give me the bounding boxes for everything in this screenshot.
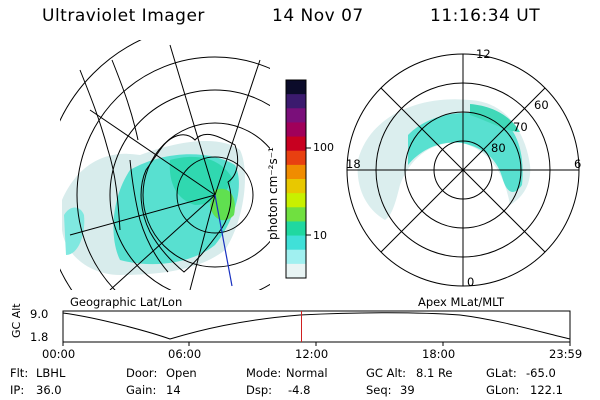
- altitude-curve: [62, 312, 571, 340]
- mode-value: Normal: [286, 366, 328, 380]
- colorbar-stop: [286, 193, 306, 208]
- altitude-ytick-bottom: 1.8: [30, 330, 49, 344]
- lon-grid: [69, 44, 261, 290]
- colorbar-stop: [286, 94, 306, 109]
- colorbar-stop: [286, 207, 306, 222]
- mlt-0-label: 0: [467, 275, 475, 289]
- xtick-0000: 00:00: [42, 347, 76, 361]
- colorbar-unit-label: photon cm⁻²s⁻¹: [266, 147, 280, 240]
- lat-grid: [60, 40, 270, 290]
- flt-label: Flt:: [10, 366, 29, 380]
- altitude-plot-frame: [62, 310, 571, 343]
- colorbar-stop: [286, 108, 306, 123]
- time-label: 11:16:34 UT: [430, 6, 541, 26]
- colorbar-stop: [286, 179, 306, 194]
- aurora-oval: [408, 112, 523, 192]
- mlat-60-label: 60: [534, 98, 549, 112]
- glat-value: -65.0: [526, 366, 556, 380]
- colorbar-stop: [286, 249, 306, 265]
- glon-label: GLon:: [486, 383, 520, 397]
- geographic-map: [60, 40, 270, 290]
- xtick-2359: 23:59: [549, 347, 583, 361]
- colorbar-tick-10: 10: [313, 229, 327, 242]
- glat-label: GLat:: [486, 366, 517, 380]
- date-label: 14 Nov 07: [272, 6, 364, 26]
- xtick-1200: 12:00: [295, 347, 329, 361]
- door-label: Door:: [126, 366, 158, 380]
- apex-polar-plot: [346, 53, 580, 287]
- satellite-track-line: [214, 194, 233, 287]
- altitude-ytick-top: 9.0: [30, 307, 49, 321]
- gain-label: Gain:: [126, 383, 157, 397]
- dsp-value: -4.8: [288, 383, 311, 397]
- gcalt-label: GC Alt:: [366, 366, 407, 380]
- xtick-1800: 18:00: [422, 347, 456, 361]
- ip-value: 36.0: [36, 383, 62, 397]
- seq-label: Seq:: [366, 383, 392, 397]
- seq-value: 39: [400, 383, 415, 397]
- colorbar-stop: [286, 235, 306, 251]
- left-map-caption: Geographic Lat/Lon: [70, 295, 183, 309]
- altitude-ylabel: GC Alt: [10, 303, 23, 338]
- colorbar-stop: [286, 164, 306, 180]
- altitude-plot: [62, 310, 571, 346]
- instrument-title: Ultraviolet Imager: [42, 6, 205, 26]
- flt-value: LBHL: [36, 366, 66, 380]
- colorbar: [285, 79, 311, 279]
- door-value: Open: [166, 366, 197, 380]
- right-map-caption: Apex MLat/MLT: [418, 295, 505, 309]
- mode-label: Mode:: [246, 366, 282, 380]
- mlt-12-label: 12: [476, 47, 491, 61]
- colorbar-stop: [286, 221, 306, 237]
- mlt-6-label: 6: [574, 157, 582, 171]
- colorbar-stop: [286, 263, 306, 279]
- colorbar-stop: [286, 136, 306, 152]
- x-tick-marks: [62, 342, 571, 346]
- colorbar-stop: [286, 122, 306, 138]
- glon-value: 122.1: [530, 383, 563, 397]
- xtick-0600: 06:00: [168, 347, 202, 361]
- gain-value: 14: [166, 383, 181, 397]
- gcalt-value: 8.1 Re: [416, 366, 453, 380]
- colorbar-stop: [286, 150, 306, 166]
- colorbar-stop: [286, 80, 306, 95]
- mlat-70-label: 70: [513, 120, 528, 134]
- mlat-80-label: 80: [491, 141, 506, 155]
- colorbar-tick-100: 100: [313, 141, 334, 154]
- dsp-label: Dsp:: [246, 383, 273, 397]
- coastlines: [79, 59, 239, 273]
- ip-label: IP:: [10, 383, 25, 397]
- mlt-18-label: 18: [346, 157, 361, 171]
